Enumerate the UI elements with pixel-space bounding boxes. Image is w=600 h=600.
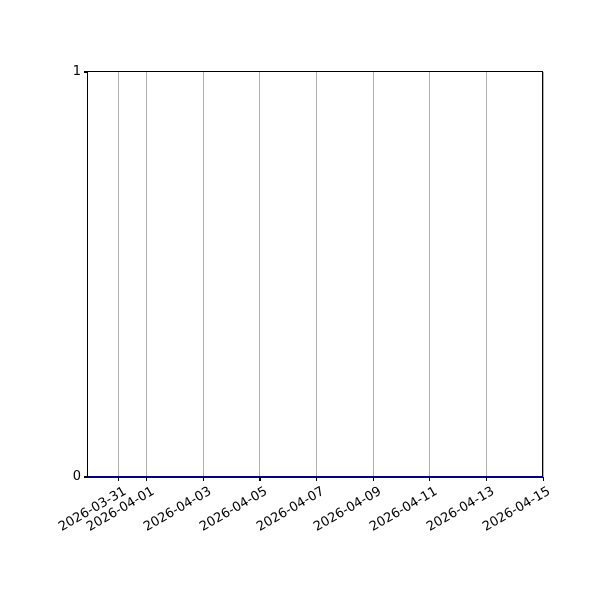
x-gridline xyxy=(117,72,119,477)
x-gridline xyxy=(542,72,544,477)
x-tick xyxy=(315,477,318,481)
x-tick xyxy=(146,477,148,481)
x-gridline xyxy=(315,72,317,477)
x-gridline xyxy=(259,72,261,477)
x-tick xyxy=(429,477,431,481)
series-horizontal-line-at-zero xyxy=(88,475,543,479)
x-gridline xyxy=(485,72,487,477)
x-tick xyxy=(202,477,204,481)
x-gridline xyxy=(202,72,204,477)
x-tick xyxy=(372,477,374,481)
y-tick-label: 1 xyxy=(72,64,81,79)
y-tick xyxy=(84,71,88,73)
x-tick xyxy=(259,477,261,481)
x-tick xyxy=(117,477,119,481)
plot-area xyxy=(87,71,543,477)
x-tick xyxy=(485,477,488,481)
x-gridline xyxy=(372,72,374,477)
x-gridline xyxy=(146,72,148,477)
x-gridline xyxy=(429,72,431,477)
y-tick xyxy=(84,476,88,478)
y-tick-label: 0 xyxy=(72,469,81,484)
x-tick xyxy=(542,477,544,481)
